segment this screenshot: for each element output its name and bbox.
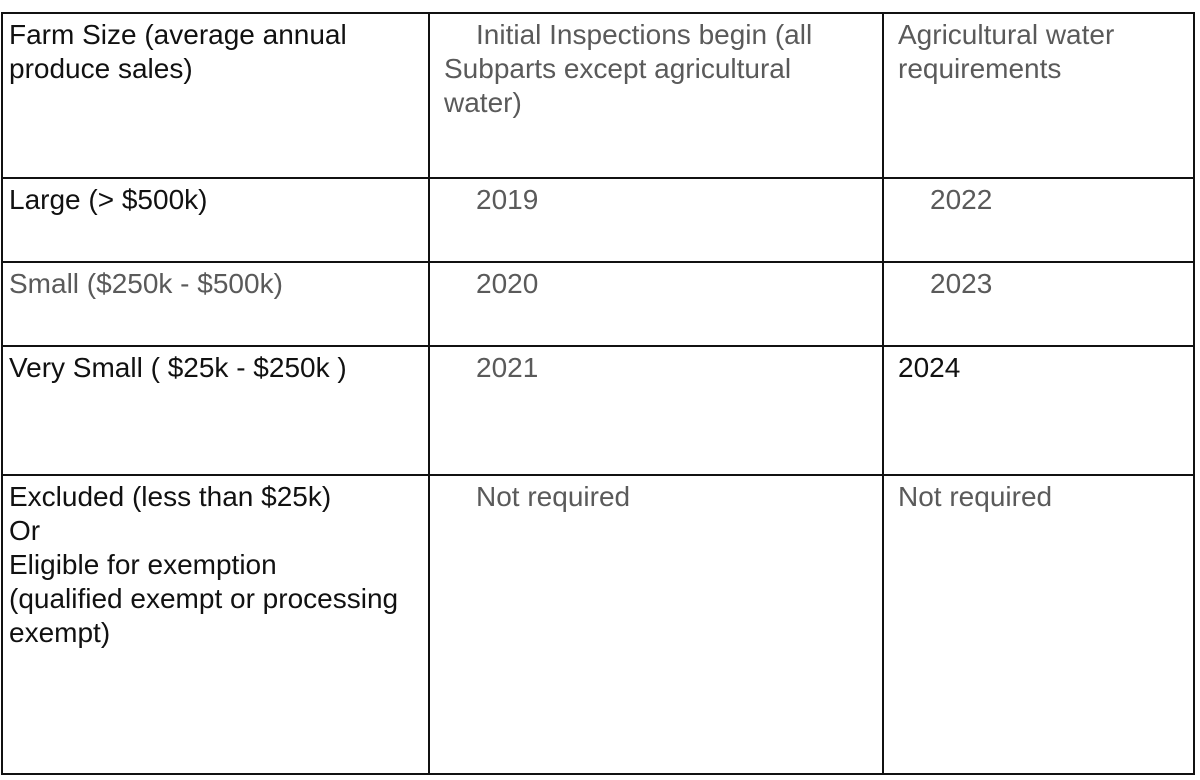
cell: 2019 (428, 177, 884, 263)
cell: 2023 (882, 261, 1195, 347)
row: Very Small ( $25k - $250k ) 2021 2024 (1, 345, 1195, 476)
cell-line: (qualified exempt or processing exempt) (9, 583, 399, 648)
cell: Small ($250k - $500k) (1, 261, 430, 347)
row: Large (> $500k) 2019 2022 (1, 177, 1195, 263)
header-cell: Agricultural water requirements (882, 12, 1195, 179)
cell: Excluded (less than $25k) Or Eligible fo… (1, 474, 430, 775)
cell: 2024 (882, 345, 1195, 476)
cell-line: Excluded (less than $25k) (9, 481, 332, 512)
header-cell: Farm Size (average annual produce sales) (1, 12, 430, 179)
cell-line: Eligible for exemption (9, 549, 277, 580)
cell-line: Or (9, 515, 41, 546)
header-cell: Initial Inspections begin (all Subparts … (428, 12, 884, 179)
header-row: Farm Size (average annual produce sales)… (1, 12, 1195, 179)
cell: Not required (428, 474, 884, 775)
cell: 2020 (428, 261, 884, 347)
cell: Large (> $500k) (1, 177, 430, 263)
cell: Very Small ( $25k - $250k ) (1, 345, 430, 476)
table-wrapper: Farm Size (average annual produce sales)… (1, 12, 1195, 775)
cell: Not required (882, 474, 1195, 775)
schedule-table: Farm Size (average annual produce sales)… (1, 12, 1195, 775)
row: Small ($250k - $500k) 2020 2023 (1, 261, 1195, 347)
cell: 2021 (428, 345, 884, 476)
row: Excluded (less than $25k) Or Eligible fo… (1, 474, 1195, 775)
cell: 2022 (882, 177, 1195, 263)
